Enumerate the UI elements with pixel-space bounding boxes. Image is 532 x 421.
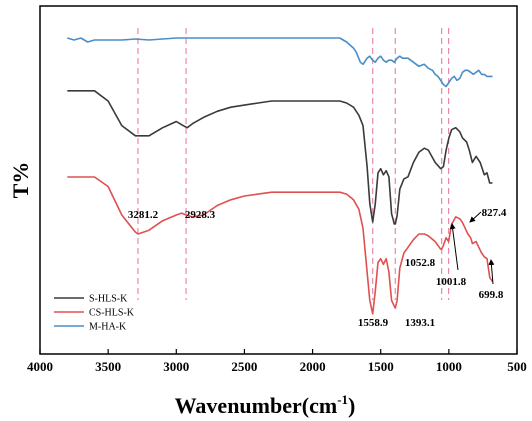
x-axis-unit-close: )	[348, 393, 355, 418]
x-tick-label-5: 1500	[368, 359, 394, 374]
peak-label-2928-3: 2928.3	[185, 209, 216, 221]
x-tick-label-0: 4000	[27, 359, 53, 374]
peak-label-1393-1: 1393.1	[405, 317, 435, 329]
x-axis-unit-open: (	[302, 393, 309, 418]
reference-lines	[137, 28, 450, 300]
peak-label-699-8: 699.8	[479, 289, 504, 301]
legend-label-cs-hls-k: CS-HLS-K	[89, 308, 135, 319]
x-tick-label-6: 1000	[436, 359, 462, 374]
arrow-827-4	[469, 211, 482, 223]
x-tick-label-4: 2000	[300, 359, 326, 374]
arrow-1001-8	[449, 223, 459, 271]
arrow-699-8	[488, 259, 495, 285]
peak-label-3281-2: 3281.2	[128, 209, 159, 221]
legend: S-HLS-K CS-HLS-K M-HA-K	[54, 294, 135, 333]
peak-label-1558-9: 1558.9	[358, 317, 389, 329]
peak-label-1052-8: 1052.8	[405, 257, 436, 269]
x-tick-label-3: 2500	[231, 359, 257, 374]
plot-frame	[39, 5, 518, 355]
x-tick-label-2: 3000	[163, 359, 189, 374]
series-line-m-ha-k	[67, 37, 493, 88]
x-tick-label-1: 3500	[95, 359, 121, 374]
series-line-cs-hls-k	[67, 176, 494, 315]
legend-label-s-hls-k: S-HLS-K	[89, 294, 128, 305]
y-axis-title: T%	[8, 162, 33, 199]
x-tick-label-7: 500	[507, 359, 527, 374]
legend-label-m-ha-k: M-HA-K	[89, 322, 127, 333]
peak-arrows	[449, 211, 495, 285]
peak-label-827-4: 827.4	[482, 207, 507, 219]
series-line-s-hls-k	[67, 90, 493, 225]
peak-label-1001-8: 1001.8	[436, 276, 467, 288]
series-group	[67, 37, 494, 315]
x-axis-ticks: 4000 3500 3000 2500 2000 1500 1000 500	[27, 349, 527, 374]
x-axis-title: Wavenumber(cm-1)	[175, 392, 356, 418]
